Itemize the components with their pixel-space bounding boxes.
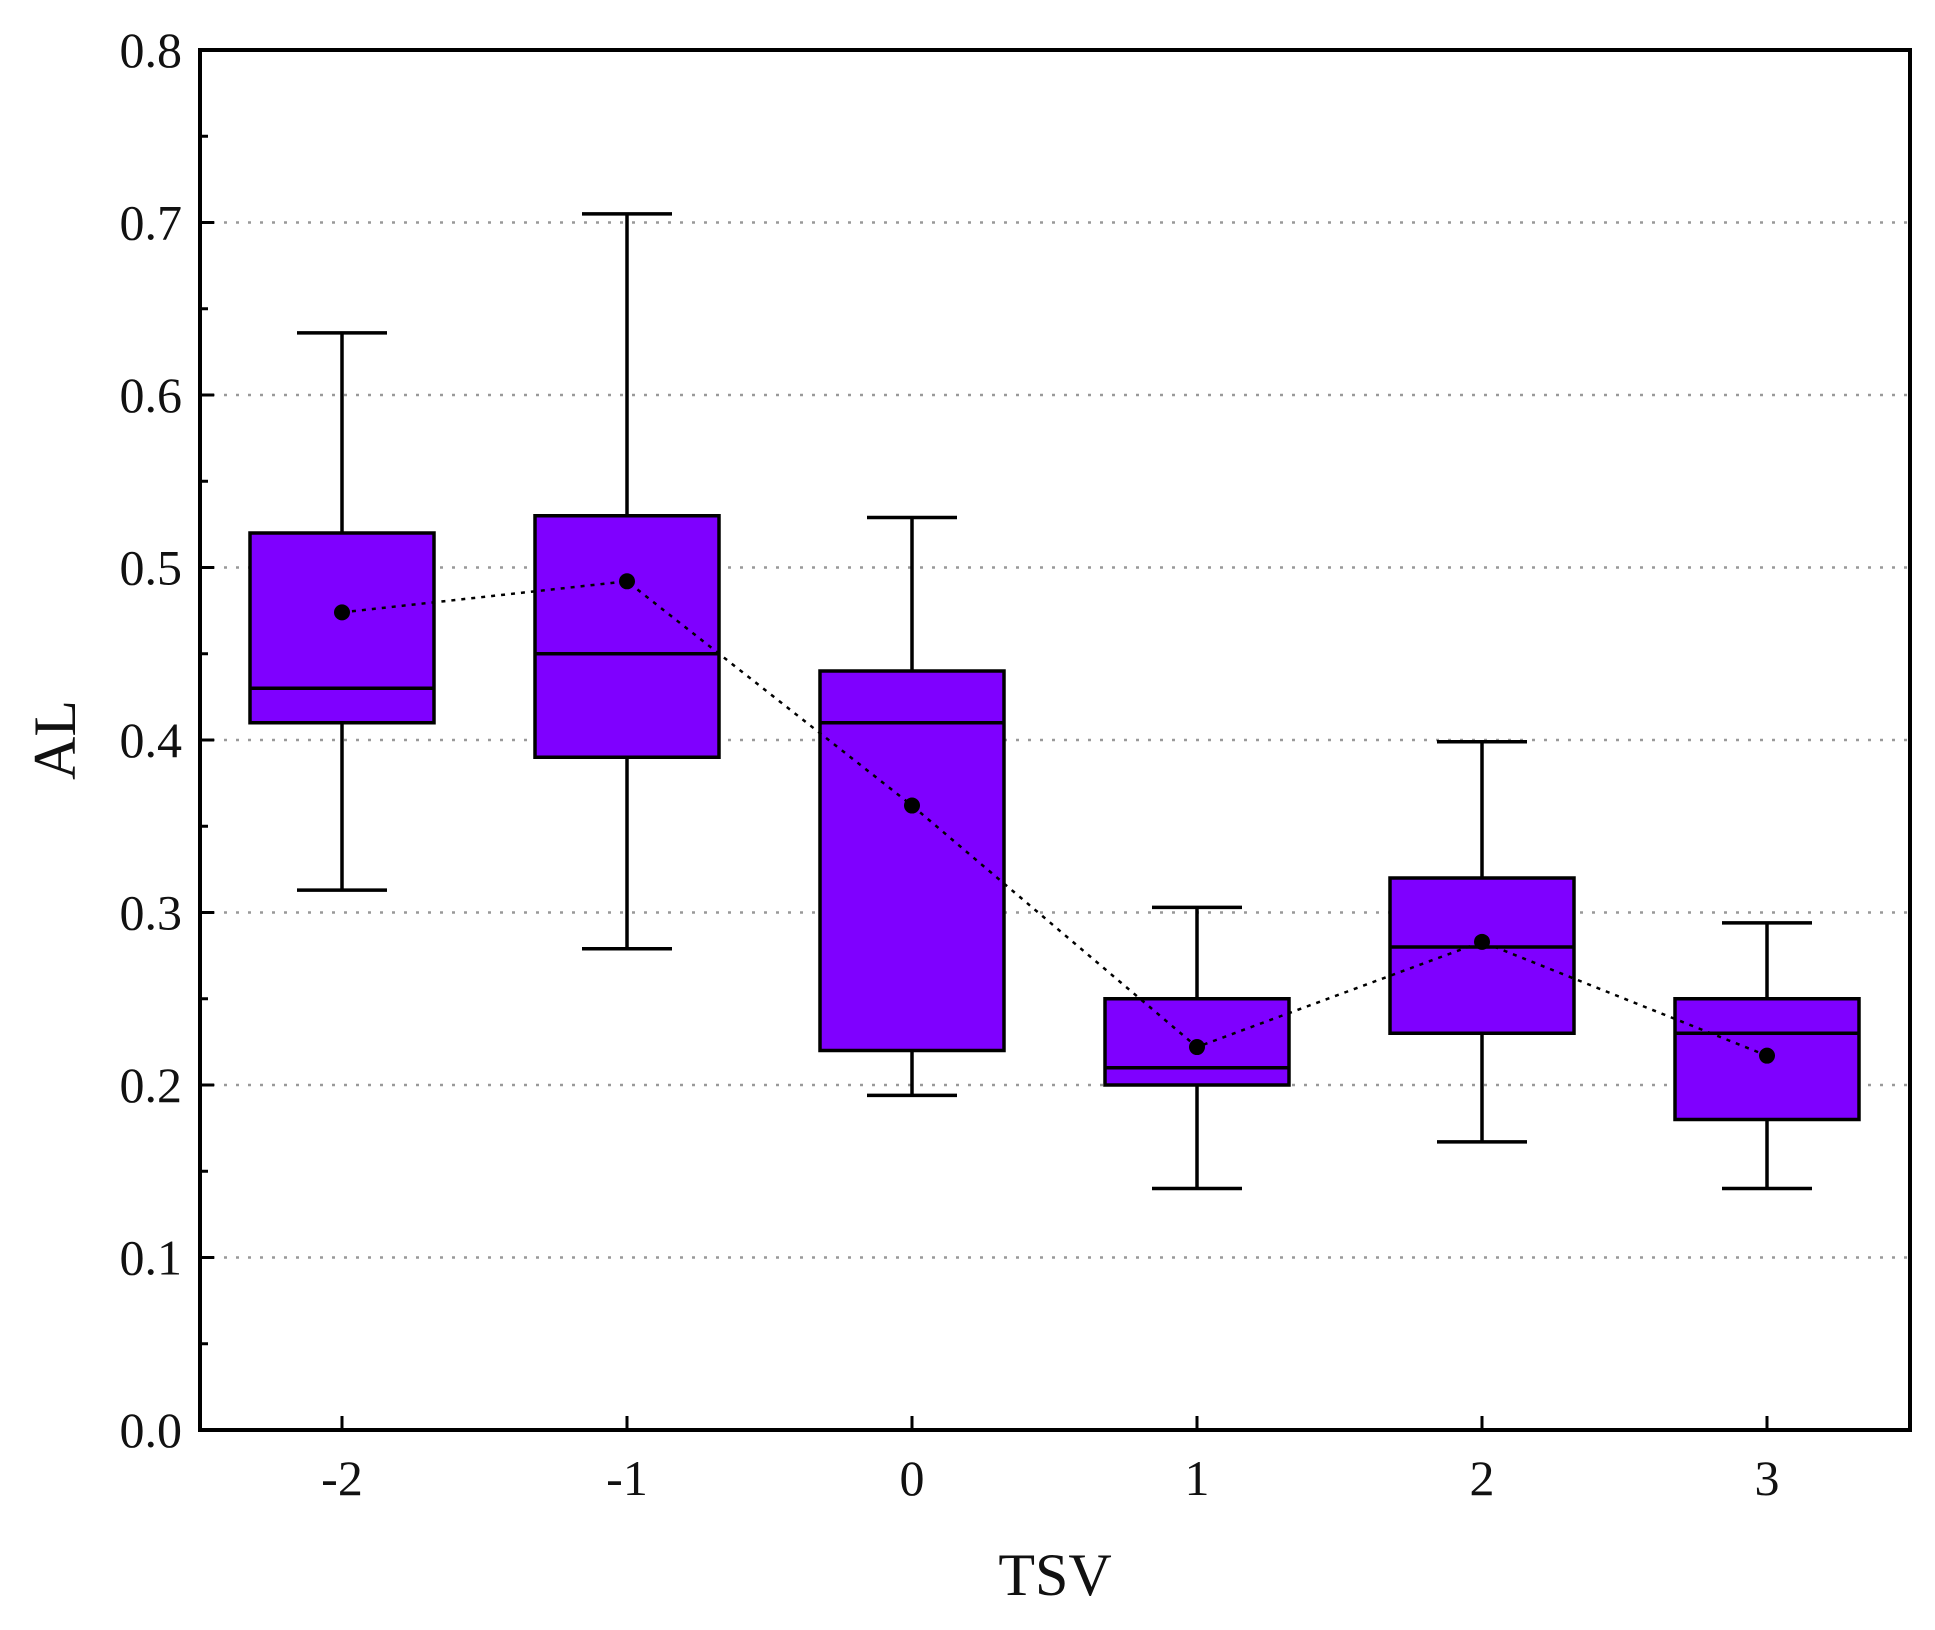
mean-point (1189, 1039, 1205, 1056)
tick-labels: 0.0 0.1 0.2 0.3 0.4 0.5 0.6 0.7 0.8 -2 -1 0 1 2 3 (120, 22, 1780, 1506)
x-tick-label: -1 (606, 1450, 648, 1506)
mean-point (1759, 1047, 1775, 1064)
box-2 (1388, 876, 1576, 1035)
box-0 (818, 669, 1006, 1053)
x-tick-label: -2 (321, 1450, 363, 1506)
y-tick-label: 0.1 (120, 1230, 183, 1286)
mean-markers (334, 573, 1775, 1064)
x-tick-label: 2 (1470, 1450, 1495, 1506)
mean-point (1474, 933, 1490, 950)
whiskers (297, 212, 1812, 1191)
x-axis-title: TSV (998, 1542, 1111, 1608)
box--1 (533, 514, 721, 759)
x-tick-label: 0 (900, 1450, 925, 1506)
grid-lines (200, 221, 1910, 1259)
y-tick-label: 0.8 (120, 22, 183, 78)
box--2 (248, 531, 436, 725)
y-tick-label: 0.6 (120, 367, 183, 423)
axis-ticks (200, 48, 1769, 1432)
mean-point (334, 604, 350, 621)
y-tick-label: 0.7 (120, 195, 183, 251)
y-tick-label: 0.0 (120, 1402, 183, 1458)
y-tick-label: 0.3 (120, 885, 183, 941)
y-tick-label: 0.5 (120, 540, 183, 596)
mean-point (619, 573, 635, 590)
boxes (248, 514, 1861, 1122)
y-tick-label: 0.4 (120, 712, 183, 768)
x-tick-label: 3 (1755, 1450, 1780, 1506)
mean-point (904, 797, 920, 814)
y-tick-label: 0.2 (120, 1057, 183, 1113)
x-tick-label: 1 (1185, 1450, 1210, 1506)
y-axis-title: AL (22, 700, 88, 780)
